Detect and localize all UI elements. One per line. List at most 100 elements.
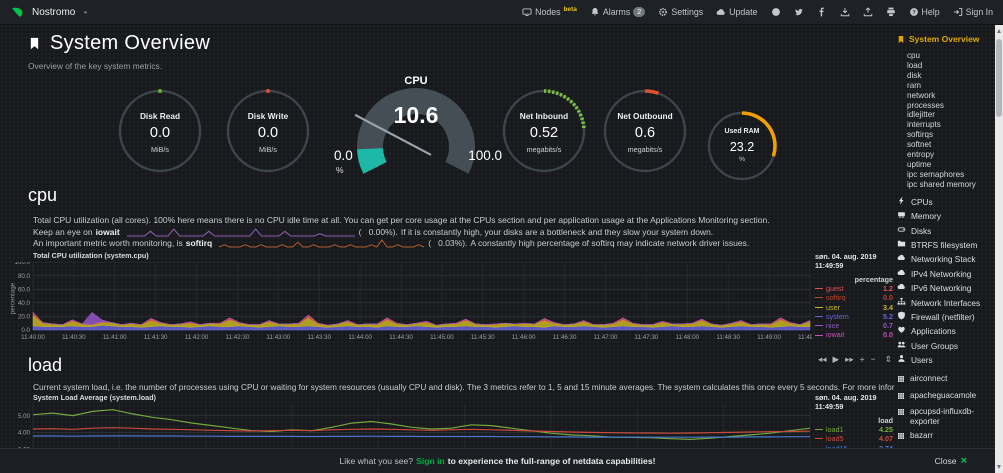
sidebar-subitem[interactable]: interrupts [907, 120, 941, 130]
sidebar-subitem[interactable]: softirqs [907, 130, 934, 140]
sidebar-addon-item[interactable]: apcupsd-influxdb-exporter [897, 405, 994, 429]
legend-row[interactable]: load1 4.25 [815, 425, 893, 434]
sidebar-menu-item[interactable]: Users [897, 353, 994, 367]
cpu-legend-date: søn. 04. aug. 2019 [815, 252, 877, 261]
sidebar-addon-label: bazarr [910, 431, 933, 441]
sidebar-subitem[interactable]: ipc shared memory [907, 179, 976, 189]
net-inbound-gauge[interactable]: Net Inbound 0.52 megabits/s [500, 87, 588, 175]
sidebar-menu-item[interactable]: Firewall (netfilter) [897, 310, 994, 324]
signin-icon [953, 7, 963, 17]
sidebar-menu-label: IPv4 Networking [911, 268, 972, 279]
sidebar-subitem[interactable]: cpu [907, 51, 921, 60]
sidebar-menu-item[interactable]: Memory [897, 209, 994, 223]
chart-resize-handle[interactable]: ⇕ [884, 354, 892, 364]
sidebar-subitem[interactable]: softnet [907, 140, 932, 150]
help-button[interactable]: Help [909, 7, 940, 17]
sidebar-subitem[interactable]: processes [907, 100, 944, 110]
banner-close-button[interactable]: Close × [935, 455, 967, 467]
iowait-sparkline[interactable] [126, 227, 355, 237]
legend-row[interactable]: softirq 0.0 [815, 293, 893, 302]
softirq-text-prefix: An important metric worth monitoring, is [33, 238, 183, 248]
legend-row[interactable]: guest 1.2 [815, 284, 893, 293]
banner-signin-link[interactable]: Sign in [416, 456, 445, 466]
cpu-gauge[interactable]: CPU 10.6 0.0 100.0 % [328, 75, 504, 185]
bell-icon [590, 7, 600, 17]
legend-row[interactable]: load5 4.07 [815, 434, 893, 443]
print-button[interactable] [886, 7, 896, 17]
cpu-description-line2: Keep an eye on iowait ( 0.00%). If it is… [33, 227, 713, 237]
scrollbar-down-arrow[interactable] [996, 465, 1001, 469]
legend-row[interactable]: iowait 0.0 [815, 330, 893, 339]
svg-text:11:46:30: 11:46:30 [553, 334, 577, 341]
sidebar-addon-item[interactable]: airconnect [897, 372, 994, 389]
page-title: System Overview [50, 32, 211, 54]
legend-row[interactable]: user 3.4 [815, 303, 893, 312]
used-ram-ring [705, 109, 779, 183]
cpu-description-line1: Total CPU utilization (all cores). 100% … [33, 215, 770, 225]
sidebar-menu-item[interactable]: CPUs [897, 195, 994, 209]
signin-button[interactable]: Sign In [953, 7, 993, 17]
twitter-button[interactable] [794, 7, 804, 17]
github-button[interactable] [771, 7, 781, 17]
import-button[interactable] [840, 7, 850, 17]
svg-text:11:43:00: 11:43:00 [267, 334, 291, 341]
legend-dash-icon [815, 438, 823, 440]
sidebar-menu-label: Users [911, 355, 933, 366]
sidebar-menu-item[interactable]: User Groups [897, 339, 994, 353]
disk-read-ring [116, 87, 204, 175]
chart-rewind-button[interactable]: ◂◂ [818, 354, 827, 364]
export-button[interactable] [863, 7, 873, 17]
sidebar-addon-item[interactable]: bazarr [897, 429, 994, 446]
vertical-scrollbar[interactable] [995, 25, 1003, 473]
softirq-sparkline[interactable] [219, 238, 425, 248]
svg-text:11:44:00: 11:44:00 [348, 334, 372, 341]
legend-row[interactable]: system 5.2 [815, 312, 893, 321]
sidebar-item-system-overview[interactable]: System Overview [897, 34, 994, 44]
sidebar-subitem[interactable]: idlejitter [907, 110, 935, 120]
sidebar-subitem[interactable]: disk [907, 70, 922, 80]
sidebar-subitem[interactable]: load [907, 60, 923, 70]
svg-text:5.00: 5.00 [18, 413, 31, 420]
facebook-button[interactable] [817, 7, 827, 17]
cpu-gauge-arc [328, 83, 504, 188]
sidebar-menu-item[interactable]: Disks [897, 224, 994, 238]
chart-zoom-out-button[interactable]: − [870, 354, 876, 364]
chart-forward-button[interactable]: ▸▸ [845, 354, 854, 364]
cpu-chart-plot[interactable]: 11:40:00 11:40:30 11:41:00 11:41:30 11:42:00… [6, 259, 823, 360]
update-button[interactable]: Update [716, 7, 758, 17]
sidebar-menu-item[interactable]: IPv6 Networking [897, 281, 994, 295]
svg-text:11:49:00: 11:49:00 [757, 334, 781, 341]
sidebar-subitem[interactable]: network [907, 90, 936, 100]
sidebar-addon-item[interactable]: binhex-delugevpn [897, 445, 994, 449]
sidebar-menu-label: Memory [911, 211, 941, 222]
net-inbound-ring [500, 87, 588, 175]
chart-zoom-in-button[interactable]: + [859, 354, 865, 364]
alarms-button[interactable]: Alarms 2 [590, 7, 646, 17]
disk-read-gauge[interactable]: Disk Read 0.0 MiB/s [116, 87, 204, 175]
svg-text:11:40:30: 11:40:30 [62, 334, 86, 341]
sidebar-menu-item[interactable]: BTRFS filesystem [897, 238, 994, 252]
settings-button[interactable]: Settings [658, 7, 703, 17]
nodes-button[interactable]: Nodes beta [522, 6, 577, 17]
sidebar-subitem[interactable]: uptime [907, 159, 932, 169]
chart-play-button[interactable]: ▶ [832, 354, 840, 364]
disk-write-gauge[interactable]: Disk Write 0.0 MiB/s [224, 87, 312, 175]
sidebar-menu-item[interactable]: Networking Stack [897, 252, 994, 266]
legend-row[interactable]: nice 0.7 [815, 321, 893, 330]
sidebar-menu-item[interactable]: Network Interfaces [897, 296, 994, 310]
net-outbound-gauge[interactable]: Net Outbound 0.6 megabits/s [601, 87, 689, 175]
nodes-label: Nodes [535, 7, 561, 17]
used-ram-gauge[interactable]: Used RAM 23.2 % [705, 109, 779, 183]
scrollbar-thumb[interactable] [996, 39, 1002, 117]
net-inbound-value: 0.52 [529, 124, 559, 141]
sidebar-subitem[interactable]: entropy [907, 150, 934, 160]
sidebar-addon-item[interactable]: apacheguacamole [897, 388, 994, 405]
iowait-text-suffix: If it is constantly high, your disks are… [400, 227, 714, 237]
sidebar-menu-icon [897, 267, 906, 281]
sidebar-subitem[interactable]: ram [907, 80, 921, 90]
sidebar-menu-item[interactable]: Applications [897, 324, 994, 338]
hostname-menu[interactable]: Nostromo [10, 6, 89, 19]
scrollbar-up-arrow[interactable] [996, 29, 1001, 33]
sidebar-subitem[interactable]: ipc semaphores [907, 169, 965, 179]
sidebar-menu-item[interactable]: IPv4 Networking [897, 267, 994, 281]
